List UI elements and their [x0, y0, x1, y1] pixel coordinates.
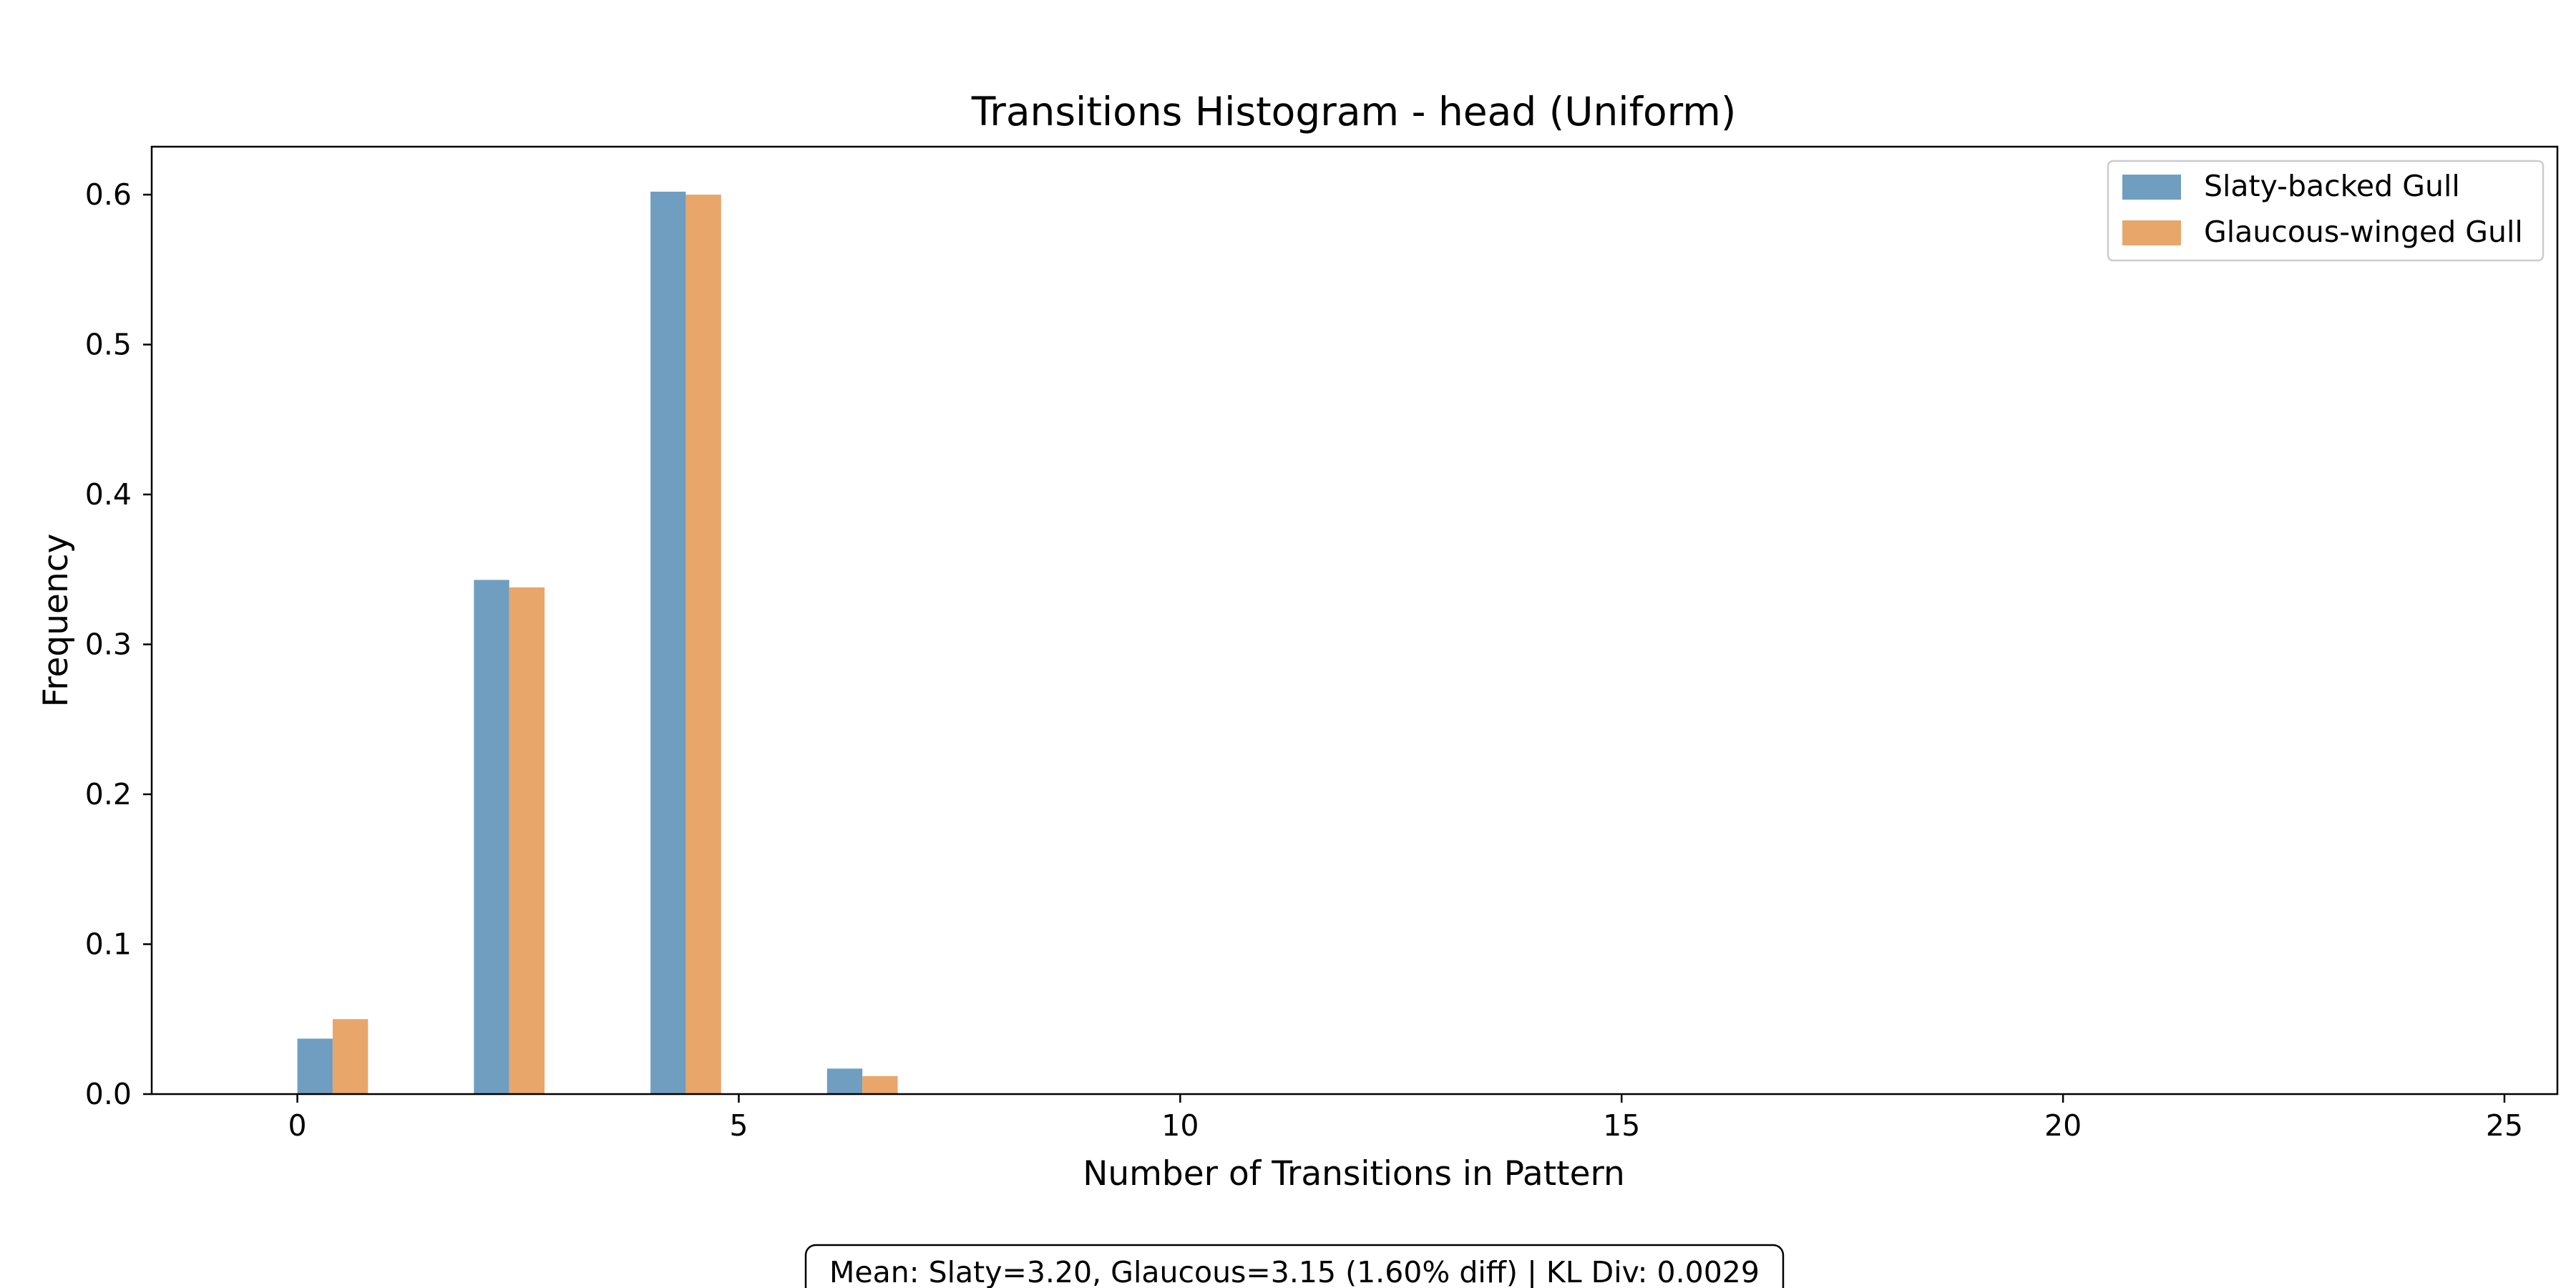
- x-axis-ticks: 0 5 10 15 20 25: [288, 1094, 2523, 1143]
- bar-slaty-2: [474, 580, 509, 1094]
- bar-slaty-0: [297, 1038, 333, 1094]
- bars: [297, 191, 898, 1094]
- bar-glaucous-4: [686, 195, 721, 1094]
- bar-glaucous-0: [332, 1019, 369, 1094]
- legend-label-slaty: Slaty-backed Gull: [2204, 169, 2460, 203]
- x-tick-label: 25: [2486, 1108, 2523, 1143]
- legend-frame: [2107, 160, 2545, 262]
- x-axis-label: Number of Transitions in Pattern: [1083, 1154, 1625, 1194]
- stats-annotation-text: Mean: Slaty=3.20, Glaucous=3.15 (1.60% d…: [829, 1255, 1760, 1288]
- legend-label-glaucous: Glaucous-winged Gull: [2204, 215, 2523, 249]
- x-tick-label: 20: [2044, 1108, 2082, 1143]
- x-tick-label: 10: [1161, 1108, 1199, 1143]
- legend: Slaty-backed Gull Glaucous-winged Gull: [2107, 160, 2545, 262]
- stats-annotation: Mean: Slaty=3.20, Glaucous=3.15 (1.60% d…: [804, 1244, 1785, 1288]
- bar-glaucous-2: [509, 587, 545, 1094]
- y-tick-label: 0.1: [85, 927, 132, 962]
- y-tick-label: 0.5: [85, 328, 132, 362]
- y-tick-label: 0.6: [85, 177, 132, 212]
- x-tick-label: 5: [729, 1108, 748, 1143]
- legend-swatch-glaucous: [2122, 220, 2181, 245]
- y-axis-ticks: 0.0 0.1 0.2 0.3 0.4 0.5 0.6: [85, 177, 152, 1111]
- y-tick-label: 0.2: [85, 777, 132, 811]
- stats-annotation-box: [804, 1244, 1785, 1288]
- x-tick-label: 0: [288, 1108, 307, 1143]
- legend-swatch-slaty: [2122, 175, 2181, 200]
- y-tick-label: 0.0: [85, 1077, 132, 1111]
- y-tick-label: 0.3: [85, 628, 132, 662]
- plot-area-frame: [150, 145, 2559, 1096]
- x-tick-label: 15: [1603, 1108, 1640, 1143]
- bar-slaty-4: [650, 191, 686, 1094]
- y-tick-label: 0.4: [85, 477, 132, 512]
- bar-slaty-6: [826, 1068, 863, 1094]
- y-axis-label: Frequency: [36, 534, 76, 708]
- chart-title: Transitions Histogram - head (Uniform): [971, 89, 1737, 135]
- bar-glaucous-6: [862, 1075, 898, 1094]
